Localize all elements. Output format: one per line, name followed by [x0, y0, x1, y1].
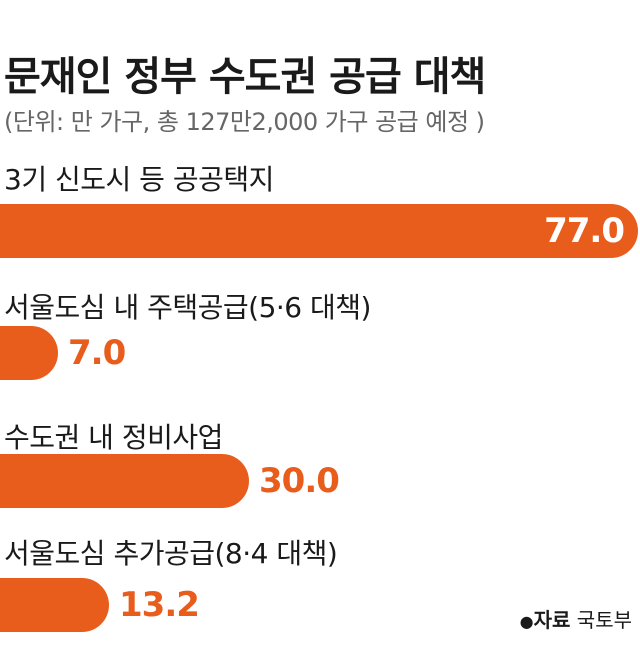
category-label: 수도권 내 정비사업: [4, 421, 223, 454]
category-label: 서울도심 추가공급(8·4 대책): [4, 537, 338, 570]
value-label: 7.0: [68, 333, 126, 373]
bar: [0, 454, 249, 508]
value-label: 77.0: [544, 211, 625, 251]
category-label: 서울도심 내 주택공급(5·6 대책): [4, 291, 371, 324]
chart-title: 문재인 정부 수도권 공급 대책: [4, 54, 486, 100]
bullet-icon: ●: [519, 612, 534, 631]
value-label: 13.2: [119, 585, 200, 625]
bar: [0, 204, 638, 258]
chart-subtitle: (단위: 만 가구, 총 127만2,000 가구 공급 예정 ): [4, 108, 485, 136]
bar: [0, 578, 109, 632]
source-label: 자료: [533, 608, 571, 632]
category-label: 3기 신도시 등 공공택지: [4, 163, 274, 196]
source-note: ●자료 국토부: [520, 604, 632, 633]
source-name: 국토부: [576, 608, 632, 632]
value-label: 30.0: [259, 461, 340, 501]
bar: [0, 326, 58, 380]
